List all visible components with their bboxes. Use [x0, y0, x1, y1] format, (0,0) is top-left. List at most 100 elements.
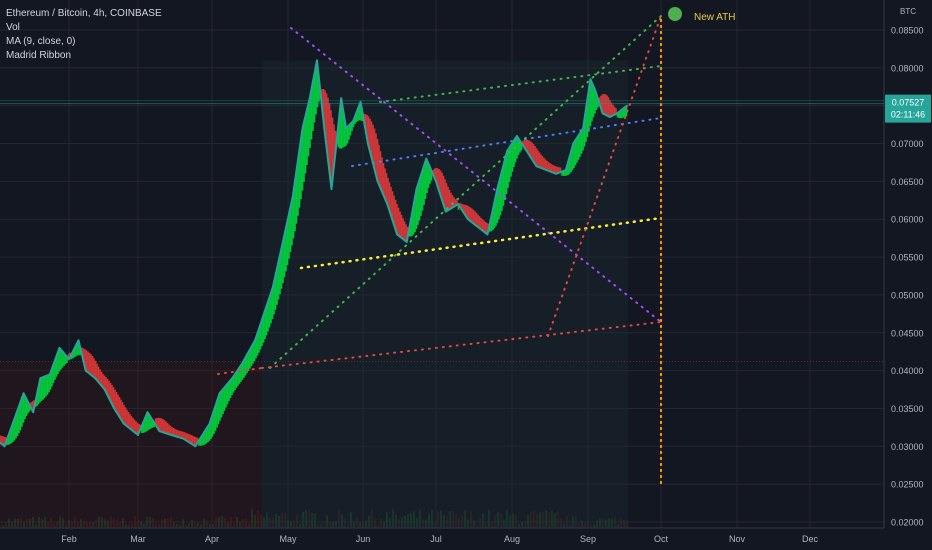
volume-bar	[548, 511, 550, 527]
volume-bar	[389, 518, 391, 527]
price-point	[572, 142, 575, 145]
volume-bar	[626, 520, 628, 527]
price-point	[231, 377, 234, 380]
price-point	[594, 89, 597, 92]
x-tick-label: Aug	[504, 534, 520, 544]
volume-bar	[428, 513, 430, 527]
volume-bar	[263, 517, 265, 527]
volume-bar	[113, 518, 115, 527]
price-point	[516, 135, 518, 137]
x-tick-label: Sep	[580, 534, 596, 544]
volume-bar	[104, 519, 106, 527]
volume-bar	[605, 519, 607, 527]
y-tick-label: 0.04000	[891, 366, 924, 376]
price-point	[208, 422, 211, 425]
volume-bar	[344, 518, 346, 527]
volume-bar	[245, 518, 247, 527]
price-point	[626, 104, 628, 107]
price-point	[241, 362, 244, 364]
volume-bar	[371, 509, 373, 527]
volume-bar	[185, 524, 187, 527]
price-point	[137, 434, 139, 436]
upper-zone	[262, 60, 628, 529]
volume-bar	[368, 516, 370, 527]
volume-bar	[149, 517, 151, 527]
volume-bar	[377, 524, 379, 527]
symbol-title[interactable]: Ethereum / Bitcoin, 4h, COINBASE	[6, 8, 162, 19]
volume-bar	[440, 510, 442, 527]
volume-bar	[176, 523, 178, 527]
price-point	[345, 127, 347, 130]
red-target-trendline[interactable]	[547, 15, 662, 337]
volume-bar	[338, 509, 340, 527]
volume-bar	[293, 520, 295, 527]
volume-bar	[362, 522, 364, 527]
price-point	[158, 430, 161, 433]
volume-bar	[296, 514, 298, 527]
price-point	[457, 203, 459, 205]
volume-bar	[332, 521, 334, 527]
currency-label: BTC	[900, 7, 916, 16]
volume-bar	[179, 524, 181, 527]
volume-bar	[566, 516, 568, 527]
indicator-madrid-ribbon[interactable]: Madrid Ribbon	[6, 50, 72, 61]
x-tick-label: Dec	[802, 534, 819, 544]
volume-bar	[41, 519, 43, 527]
volume-bar	[311, 512, 313, 527]
volume-bar	[533, 510, 535, 527]
red-stub-trendline[interactable]	[217, 367, 263, 375]
volume-bar	[173, 521, 175, 527]
price-point	[39, 377, 42, 380]
volume-bar	[44, 516, 46, 527]
volume-bar	[107, 520, 109, 527]
volume-bar	[137, 519, 139, 527]
last-price-tag[interactable]	[885, 94, 931, 123]
volume-bar	[542, 512, 544, 527]
volume-bar	[308, 509, 310, 527]
volume-bars	[2, 509, 628, 527]
volume-bar	[248, 523, 250, 527]
volume-bar	[575, 516, 577, 527]
purple-diagonal-trendline[interactable]	[290, 27, 662, 323]
volume-bar	[188, 523, 190, 527]
volume-bar	[356, 516, 358, 527]
y-tick-label: 0.08500	[891, 26, 924, 36]
volume-bar	[323, 523, 325, 527]
yellow-support-trendline[interactable]	[299, 216, 663, 270]
ath-label: New ATH	[694, 12, 736, 23]
volume-bar	[350, 512, 352, 527]
volume-bar	[131, 523, 133, 527]
volume-bar	[326, 515, 328, 527]
volume-bar	[458, 518, 460, 527]
green-upper-trendline[interactable]	[379, 65, 662, 103]
price-point	[330, 188, 333, 190]
indicator-vol[interactable]: Vol	[6, 22, 20, 33]
volume-bar	[98, 516, 100, 527]
volume-bar	[200, 524, 202, 527]
volume-bar	[578, 523, 580, 527]
y-tick-label: 0.04500	[891, 328, 924, 338]
volume-bar	[518, 524, 520, 527]
volume-bar	[158, 524, 160, 527]
price-point	[396, 233, 398, 236]
y-tick-label: 0.02000	[891, 518, 924, 528]
last-price-value: 0.07527	[892, 98, 925, 108]
volume-bar	[380, 518, 382, 527]
volume-bar	[80, 519, 82, 527]
volume-bar	[365, 520, 367, 527]
volume-bar	[281, 512, 283, 527]
trendlines[interactable]	[217, 15, 663, 488]
blue-mid-trendline[interactable]	[351, 117, 662, 167]
x-tick-label: Oct	[654, 534, 669, 544]
volume-bar	[395, 514, 397, 527]
volume-bar	[65, 524, 67, 527]
volume-bar	[206, 520, 208, 527]
volume-bar	[59, 516, 61, 527]
volume-bar	[512, 513, 514, 527]
indicator-ma[interactable]: MA (9, close, 0)	[6, 36, 76, 47]
volume-bar	[590, 524, 592, 527]
ath-annotation[interactable]: New ATH	[668, 7, 736, 23]
bar-countdown: 02:11:46	[891, 110, 925, 120]
